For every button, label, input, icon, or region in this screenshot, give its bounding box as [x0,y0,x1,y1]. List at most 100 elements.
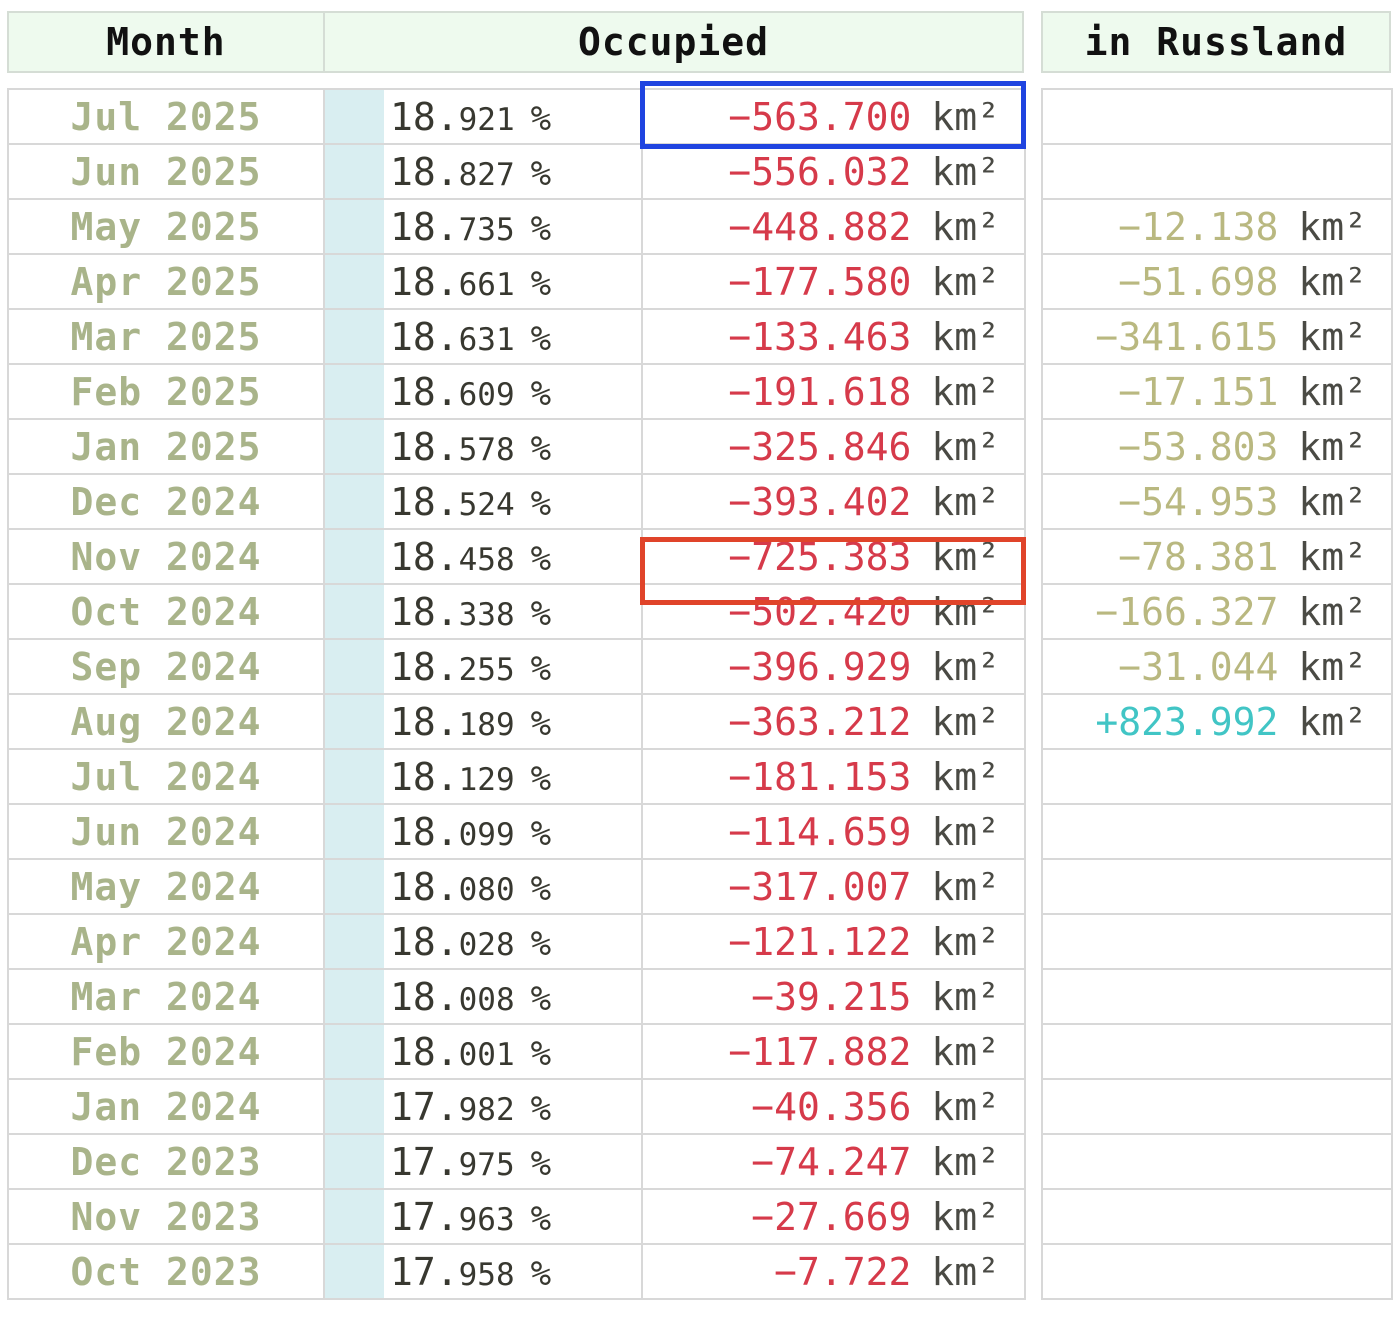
table-row: −12.138 km² [1041,198,1393,255]
percent-cell: 17.958% [384,1243,643,1300]
percent-bar [324,473,384,530]
unit-label: km² [1298,589,1367,634]
percent-decimal: 458 [458,541,515,578]
russland-change-cell [1041,1188,1393,1245]
table-row [1041,858,1393,915]
header-occupied: Occupied [323,11,1024,73]
percent-sign: % [530,1198,552,1239]
table-row: Jun 2024 18.099% −114.659 km² [7,803,1026,860]
occupied-change-cell: −114.659 km² [641,803,1026,860]
percent-integer: 17. [390,1194,459,1239]
occupied-change-cell: −191.618 km² [641,363,1026,420]
percent-decimal: 129 [458,761,515,798]
unit-label: km² [931,919,1000,964]
table-row: Mar 2025 18.631% −133.463 km² [7,308,1026,365]
percent-bar [324,308,384,365]
month-cell: Nov 2023 [7,1188,325,1245]
russland-change-value: −54.953 [1118,479,1279,524]
russland-change-value: +823.992 [1095,699,1279,744]
percent-bar [324,693,384,750]
table-row: Jul 2024 18.129% −181.153 km² [7,748,1026,805]
russland-change-value: −341.615 [1095,314,1279,359]
occupied-change-cell: −725.383 km² [641,528,1026,585]
table-row: −78.381 km² [1041,528,1393,585]
percent-integer: 18. [390,864,459,909]
month-cell: Dec 2023 [7,1133,325,1190]
occupied-change-value: −7.722 [774,1249,912,1294]
month-cell: Sep 2024 [7,638,325,695]
table-row: Jul 2025 18.921% −563.700 km² [7,88,1026,145]
month-cell: Feb 2025 [7,363,325,420]
occupied-change-value: −121.122 [728,919,912,964]
percent-integer: 18. [390,149,459,194]
unit-label: km² [931,1029,1000,1074]
percent-cell: 18.008% [384,968,643,1025]
occupied-change-value: −27.669 [751,1194,912,1239]
table-row: Oct 2024 18.338% −502.420 km² [7,583,1026,640]
percent-cell: 18.735% [384,198,643,255]
russland-change-cell [1041,1133,1393,1190]
occupied-change-cell: −74.247 km² [641,1133,1026,1190]
occupied-change-value: −725.383 [728,534,912,579]
russland-change-cell [1041,748,1393,805]
percent-sign: % [530,648,552,689]
occupied-change-cell: −39.215 km² [641,968,1026,1025]
russland-change-value: −78.381 [1118,534,1279,579]
occupied-change-cell: −556.032 km² [641,143,1026,200]
percent-decimal: 735 [458,211,515,248]
month-cell: Jul 2024 [7,748,325,805]
percent-cell: 18.099% [384,803,643,860]
occupied-change-cell: −117.882 km² [641,1023,1026,1080]
occupied-change-value: −117.882 [728,1029,912,1074]
russland-change-value: −31.044 [1118,644,1279,689]
percent-cell: 17.975% [384,1133,643,1190]
table-row: Dec 2023 17.975% −74.247 km² [7,1133,1026,1190]
unit-label: km² [1298,259,1367,304]
percent-cell: 18.578% [384,418,643,475]
occupied-change-cell: −502.420 km² [641,583,1026,640]
unit-label: km² [1298,534,1367,579]
unit-label: km² [931,1139,1000,1184]
percent-cell: 17.963% [384,1188,643,1245]
percent-bar [324,583,384,640]
percent-decimal: 008 [458,981,515,1018]
percent-decimal: 631 [458,321,515,358]
occupied-change-value: −39.215 [751,974,912,1019]
percent-integer: 17. [390,1084,459,1129]
table-row: Feb 2025 18.609% −191.618 km² [7,363,1026,420]
russland-change-cell [1041,803,1393,860]
percent-integer: 18. [390,1029,459,1074]
month-cell: May 2024 [7,858,325,915]
percent-sign: % [530,483,552,524]
occupied-change-cell: −177.580 km² [641,253,1026,310]
percent-decimal: 921 [458,101,515,138]
percent-integer: 18. [390,699,459,744]
table-row [1041,913,1393,970]
unit-label: km² [931,314,1000,359]
occupied-change-cell: −363.212 km² [641,693,1026,750]
occupied-change-cell: −563.700 km² [641,88,1026,145]
percent-bar [324,143,384,200]
unit-label: km² [931,369,1000,414]
percent-sign: % [530,373,552,414]
russland-change-cell [1041,1243,1393,1300]
percent-bar [324,418,384,475]
unit-label: km² [931,864,1000,909]
month-cell: Aug 2024 [7,693,325,750]
russland-change-cell: −51.698 km² [1041,253,1393,310]
percent-integer: 18. [390,589,459,634]
percent-sign: % [530,813,552,854]
occupied-change-cell: −393.402 km² [641,473,1026,530]
percent-decimal: 001 [458,1036,515,1073]
month-cell: Jun 2024 [7,803,325,860]
occupied-table: Jul 2025 18.921% −563.700 km² Jun 2025 18.827… [7,88,1026,1300]
occupied-change-cell: −396.929 km² [641,638,1026,695]
occupied-change-value: −74.247 [751,1139,912,1184]
occupied-change-cell: −317.007 km² [641,858,1026,915]
occupied-change-value: −177.580 [728,259,912,304]
russland-change-cell: −341.615 km² [1041,308,1393,365]
percent-integer: 18. [390,479,459,524]
table-row: −17.151 km² [1041,363,1393,420]
percent-sign: % [530,923,552,964]
unit-label: km² [1298,479,1367,524]
